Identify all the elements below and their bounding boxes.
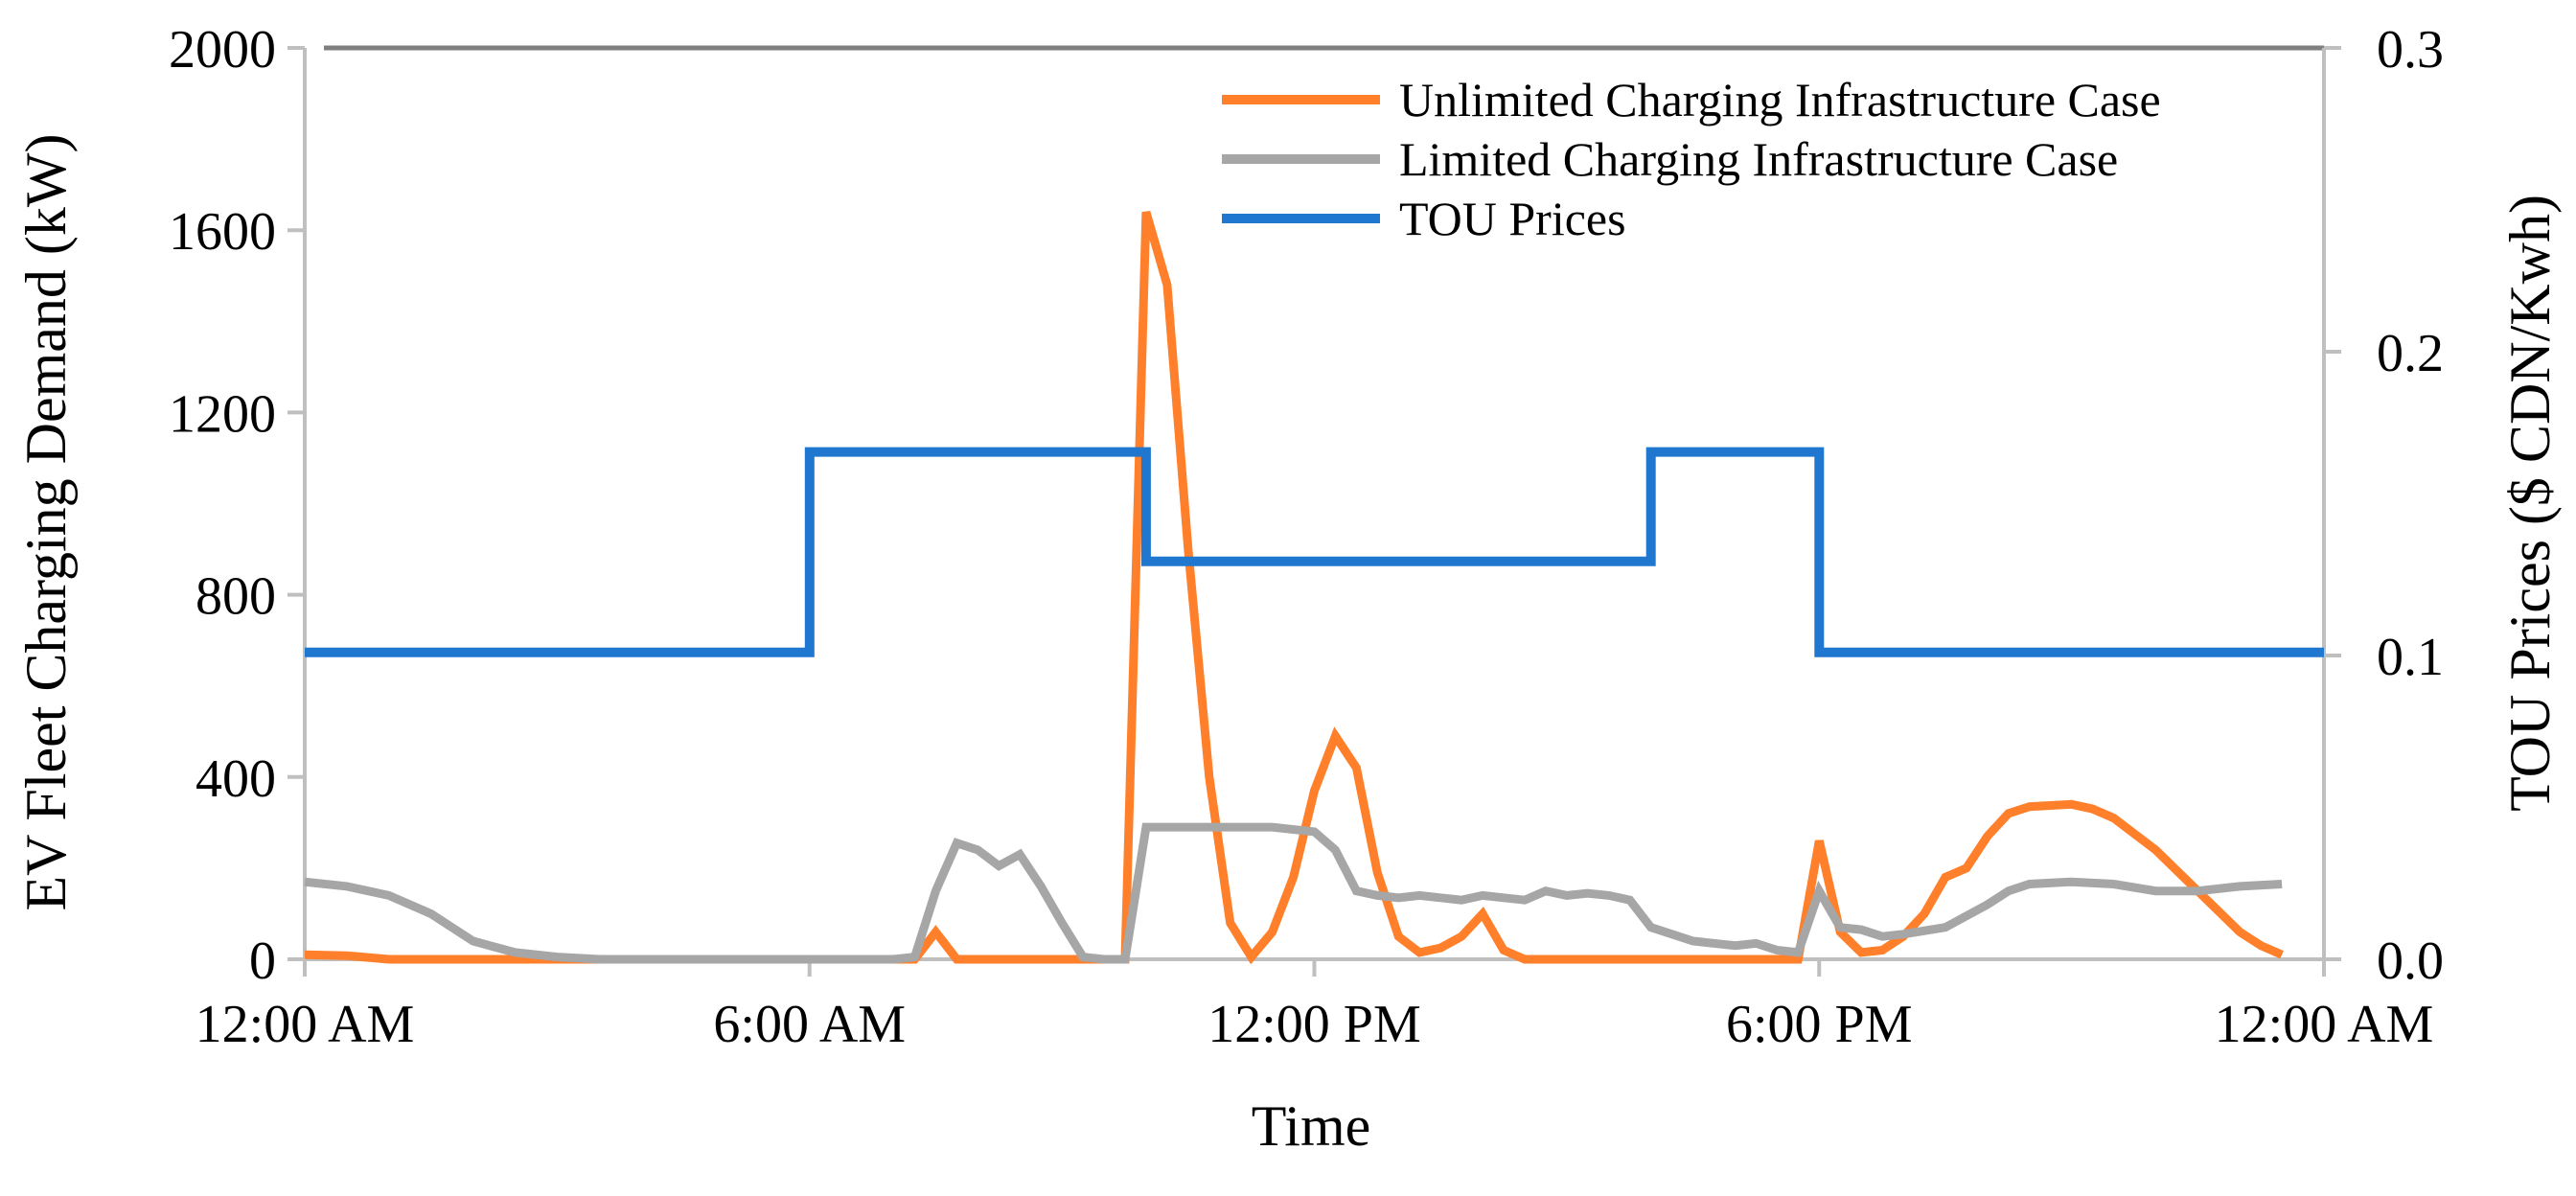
x-tick-label: 12:00 AM [196,995,415,1054]
tick-labels: 0 400 800 1200 1600 2000 0.0 0.1 0.2 0.3 12:00 AM 6… [169,20,2444,1054]
series-layer [304,210,2324,965]
x-tick-label: 12:00 PM [1208,995,1421,1054]
x-axis-title: Time [1252,1094,1371,1158]
y-axis-title: EV Fleet Charging Demand (kW) [14,134,78,911]
y-tick-label: 400 [196,749,276,809]
y2-tick-label: 0.1 [2377,628,2444,687]
y-tick-label: 0 [249,932,276,991]
series-line-limited-charging-infrastructure-case [304,822,2283,964]
y2-tick-label: 0.3 [2377,20,2444,80]
y2-axis-title: TOU Prices ($ CDN/Kwh) [2498,195,2562,812]
y-tick-label: 1600 [169,202,276,262]
y-tick-label: 1200 [169,384,276,444]
legend-label: TOU Prices [1399,192,1626,245]
y2-tick-label: 0.2 [2377,324,2444,383]
series-line-unlimited-charging-infrastructure-case [304,210,2284,965]
series-line-tou-prices [305,447,2324,657]
legend-label: Unlimited Charging Infrastructure Case [1399,73,2161,126]
x-tick-label: 12:00 AM [2215,995,2434,1054]
x-tick-label: 6:00 PM [1726,995,1913,1054]
y-tick-label: 2000 [169,20,276,80]
y2-tick-label: 0.0 [2377,932,2444,991]
y-tick-label: 800 [196,567,276,627]
legend-label: Limited Charging Infrastructure Case [1399,132,2118,186]
x-tick-label: 6:00 AM [713,995,906,1054]
legend: Unlimited Charging Infrastructure Case Li… [1222,73,2161,245]
